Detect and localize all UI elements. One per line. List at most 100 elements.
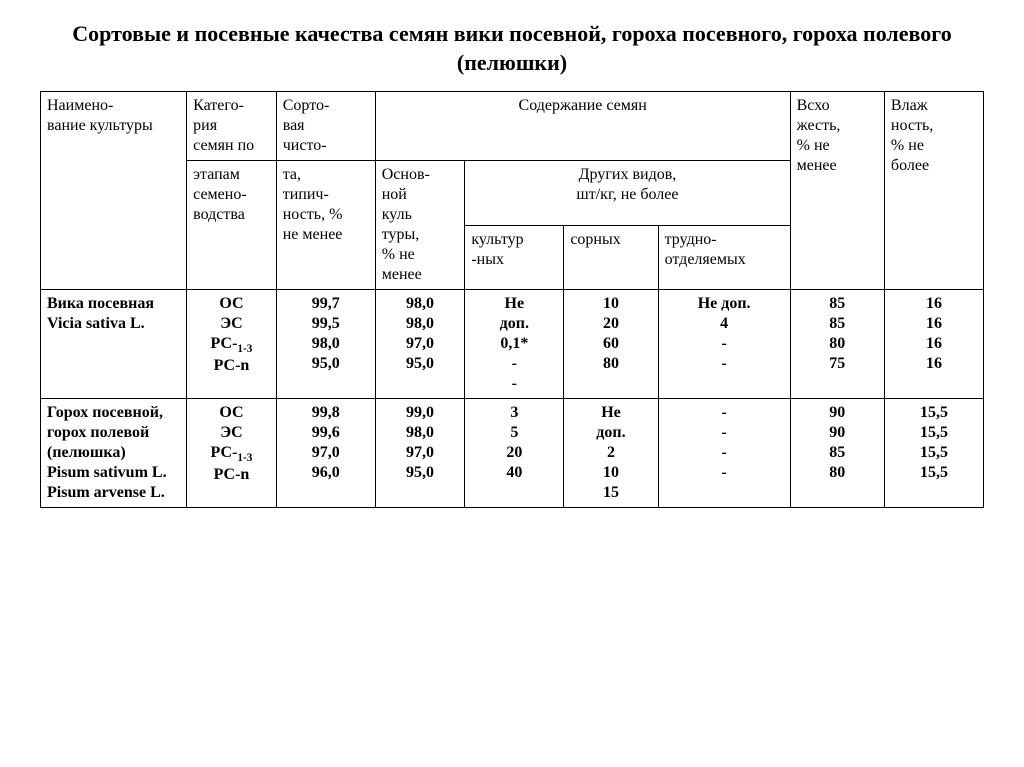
- v: 99,6: [312, 424, 340, 441]
- v: 95,0: [406, 464, 434, 481]
- data-table: Наимено- вание культуры Катего- рия семя…: [40, 91, 984, 508]
- v: 97,0: [406, 444, 434, 461]
- v: 2: [607, 444, 615, 461]
- cell-germ: 90 90 85 80: [790, 399, 884, 508]
- v: 99,5: [312, 315, 340, 332]
- v: 10: [603, 295, 619, 312]
- v: доп.: [500, 315, 529, 332]
- cell-category: ОС ЭС РС-1-3 РС-n: [187, 290, 277, 399]
- v: -: [512, 355, 517, 372]
- v: 96,0: [312, 464, 340, 481]
- v: -: [721, 355, 726, 372]
- v: 99,8: [312, 404, 340, 421]
- cell-hard: Не доп. 4 - -: [658, 290, 790, 399]
- v: 15,5: [920, 464, 948, 481]
- sub: 1-3: [237, 452, 252, 464]
- v: РС-n: [214, 357, 250, 374]
- v: 80: [603, 355, 619, 372]
- v: ОС: [219, 404, 243, 421]
- v: 10: [603, 464, 619, 481]
- cell-cultivated: Не доп. 0,1* - -: [465, 290, 564, 399]
- v: 0,1*: [500, 335, 528, 352]
- v: 85: [829, 444, 845, 461]
- cell-germ: 85 85 80 75: [790, 290, 884, 399]
- v: РС-: [211, 444, 238, 461]
- v: 60: [603, 335, 619, 352]
- v: 16: [926, 335, 942, 352]
- v: 97,0: [406, 335, 434, 352]
- col-stages: этапам семено- водства: [187, 161, 277, 290]
- v: 98,0: [312, 335, 340, 352]
- v: -: [512, 375, 517, 392]
- v: 85: [829, 295, 845, 312]
- cell-cultivated: 3 5 20 40: [465, 399, 564, 508]
- v: 98,0: [406, 424, 434, 441]
- v: 80: [829, 335, 845, 352]
- cell-category: ОС ЭС РС-1-3 РС-n: [187, 399, 277, 508]
- v: 99,7: [312, 295, 340, 312]
- header-row-1: Наимено- вание культуры Катего- рия семя…: [41, 92, 984, 161]
- cell-main: 98,0 98,0 97,0 95,0: [375, 290, 465, 399]
- v: РС-: [211, 335, 238, 352]
- v: Не: [505, 295, 525, 312]
- v: 4: [720, 315, 728, 332]
- v: 98,0: [406, 315, 434, 332]
- v: ОС: [219, 295, 243, 312]
- v: ЭС: [220, 315, 242, 332]
- sub: 1-3: [237, 343, 252, 355]
- table-row: Горох посевной, горох полевой (пелюшка) …: [41, 399, 984, 508]
- cell-main: 99,0 98,0 97,0 95,0: [375, 399, 465, 508]
- v: -: [721, 444, 726, 461]
- v: 95,0: [406, 355, 434, 372]
- col-cultivated: культур -ных: [465, 225, 564, 290]
- v: 90: [829, 404, 845, 421]
- v: 75: [829, 355, 845, 372]
- col-name: Наимено- вание культуры: [41, 92, 187, 290]
- v: 90: [829, 424, 845, 441]
- cell-hard: - - - -: [658, 399, 790, 508]
- col-moisture: Влаж ность, % не более: [884, 92, 983, 290]
- v: 20: [506, 444, 522, 461]
- v: -: [721, 335, 726, 352]
- col-weed: сорных: [564, 225, 658, 290]
- v: 5: [510, 424, 518, 441]
- v: 3: [510, 404, 518, 421]
- page-title: Сортовые и посевные качества семян вики …: [40, 20, 984, 77]
- v: 16: [926, 295, 942, 312]
- v: 98,0: [406, 295, 434, 312]
- cell-name: Вика посевная Vicia sativa L.: [41, 290, 187, 399]
- v: 15,5: [920, 444, 948, 461]
- v: 80: [829, 464, 845, 481]
- col-other-species: Других видов, шт/кг, не более: [465, 161, 790, 226]
- v: 15,5: [920, 424, 948, 441]
- col-seed-content: Содержание семян: [375, 92, 790, 161]
- v: 16: [926, 315, 942, 332]
- v: 97,0: [312, 444, 340, 461]
- v: -: [721, 424, 726, 441]
- cell-moist: 16 16 16 16: [884, 290, 983, 399]
- col-hard-separate: трудно- отделяемых: [658, 225, 790, 290]
- v: ЭС: [220, 424, 242, 441]
- col-germination: Всхо жесть, % не менее: [790, 92, 884, 290]
- v: Не: [601, 404, 621, 421]
- v: 16: [926, 355, 942, 372]
- v: 40: [506, 464, 522, 481]
- v: 15: [603, 484, 619, 501]
- v: -: [721, 404, 726, 421]
- cell-name: Горох посевной, горох полевой (пелюшка) …: [41, 399, 187, 508]
- v: 20: [603, 315, 619, 332]
- v: 15,5: [920, 404, 948, 421]
- v: доп.: [596, 424, 625, 441]
- v: РС-n: [214, 466, 250, 483]
- col-category: Катего- рия семян по: [187, 92, 277, 161]
- v: 85: [829, 315, 845, 332]
- cell-purity: 99,7 99,5 98,0 95,0: [276, 290, 375, 399]
- col-main-crop: Основ- ной куль туры, % не менее: [375, 161, 465, 290]
- cell-weed: 10 20 60 80: [564, 290, 658, 399]
- cell-purity: 99,8 99,6 97,0 96,0: [276, 399, 375, 508]
- v: 95,0: [312, 355, 340, 372]
- cell-moist: 15,5 15,5 15,5 15,5: [884, 399, 983, 508]
- v: -: [721, 464, 726, 481]
- table-row: Вика посевная Vicia sativa L. ОС ЭС РС-1…: [41, 290, 984, 399]
- col-typical: та, типич- ность, % не менее: [276, 161, 375, 290]
